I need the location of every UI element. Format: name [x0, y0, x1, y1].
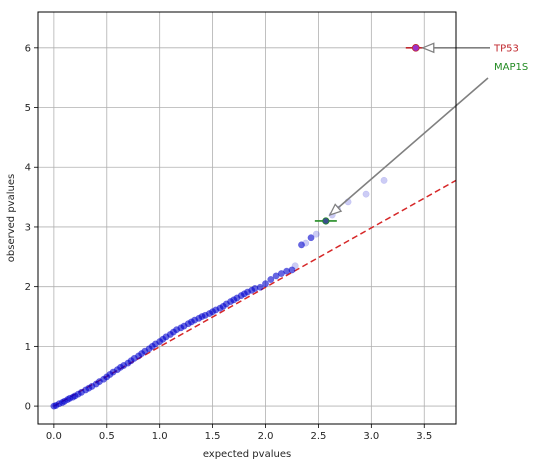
tp53-marker	[411, 44, 420, 52]
data-point	[380, 176, 388, 184]
x-tick-label: 1.0	[152, 431, 168, 442]
map1s-label: MAP1S	[494, 62, 528, 73]
map1s-marker	[322, 217, 330, 225]
data-point	[262, 280, 269, 288]
grid-layer	[38, 12, 456, 424]
data-point	[302, 239, 310, 247]
data-point	[362, 190, 370, 198]
x-tick-label: 0.0	[46, 431, 62, 442]
data-point	[307, 234, 315, 242]
data-point	[256, 283, 264, 291]
y-tick-label: 3	[25, 222, 31, 233]
y-tick-label: 5	[25, 103, 31, 114]
x-tick-label: 2.5	[310, 431, 326, 442]
x-tick-label: 0.5	[99, 431, 115, 442]
data-point	[267, 276, 275, 283]
data-point	[298, 241, 305, 249]
y-tick-label: 1	[25, 342, 31, 353]
data-point	[288, 266, 296, 274]
x-axis-label: expected pvalues	[203, 449, 291, 460]
ticks-layer: 0.0 0.5 1.0 1.5 2.0 2.5 3.0 3.5 0 1 2 3 4 5 6	[25, 43, 433, 442]
y-tick-label: 0	[25, 402, 31, 413]
y-tick-label: 2	[25, 282, 31, 293]
map1s-arrow-head	[328, 203, 343, 217]
map1s-arrow-shaft	[337, 77, 489, 209]
x-tick-label: 3.0	[363, 431, 379, 442]
tp53-arrow-head	[421, 42, 435, 54]
tp53-label: TP53	[493, 43, 519, 54]
x-tick-label: 2.0	[258, 431, 274, 442]
data-point	[291, 262, 299, 270]
points-layer	[50, 44, 420, 410]
plot-frame	[37, 11, 457, 425]
data-point	[312, 230, 320, 238]
y-axis-label: observed pvalues	[6, 174, 17, 262]
x-tick-label: 1.5	[205, 431, 221, 442]
annotations-layer: TP53 MAP1S	[314, 42, 528, 225]
x-tick-label: 3.5	[416, 431, 432, 442]
y-tick-label: 4	[25, 163, 31, 174]
y-tick-label: 6	[25, 43, 31, 54]
